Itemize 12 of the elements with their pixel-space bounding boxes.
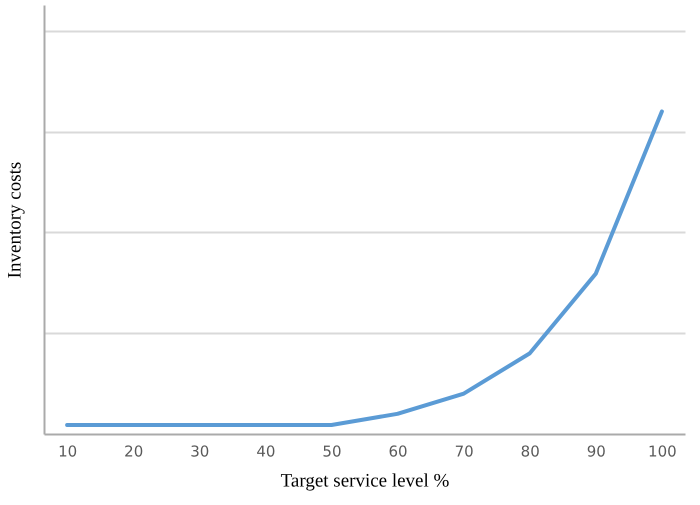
- x-tick-label: 10: [58, 442, 78, 460]
- x-axis-title: Target service level %: [280, 470, 450, 492]
- y-axis-title: Inventory costs: [4, 162, 26, 278]
- x-tick-label: 70: [454, 442, 474, 460]
- x-tick-label: 90: [586, 442, 606, 460]
- x-tick-label: 60: [388, 442, 408, 460]
- x-tick-label: 20: [124, 442, 144, 460]
- x-tick-label: 40: [256, 442, 276, 460]
- x-tick-label: 100: [648, 442, 677, 460]
- x-tick-label: 80: [520, 442, 540, 460]
- x-tick-label: 50: [322, 442, 342, 460]
- x-tick-label: 30: [190, 442, 210, 460]
